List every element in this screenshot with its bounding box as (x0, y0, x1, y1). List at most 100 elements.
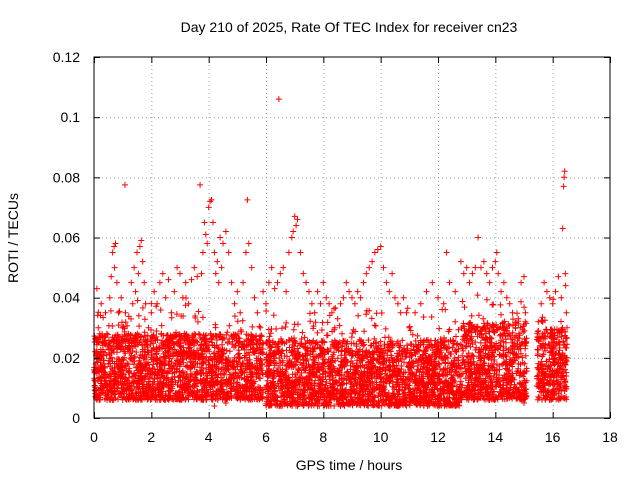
data-point (112, 395, 119, 401)
data-point (484, 320, 491, 327)
data-point (249, 323, 256, 330)
data-point (133, 349, 140, 356)
data-point (117, 346, 124, 353)
data-point (332, 305, 339, 311)
data-point (148, 354, 155, 361)
data-point (242, 352, 248, 359)
data-point (233, 390, 240, 397)
data-point (339, 330, 345, 337)
data-point (243, 331, 250, 338)
data-point (128, 354, 135, 361)
data-point (160, 341, 167, 348)
data-point (190, 358, 197, 365)
data-point (168, 378, 175, 385)
data-point (156, 344, 163, 351)
data-point (157, 355, 164, 361)
data-point (307, 318, 314, 325)
data-point (124, 345, 131, 352)
data-point (263, 308, 270, 314)
data-point (111, 370, 118, 377)
data-point (404, 342, 410, 349)
data-point (224, 329, 231, 336)
data-point (199, 366, 206, 372)
data-point (106, 372, 113, 379)
data-point (202, 379, 209, 386)
data-point (225, 366, 232, 373)
data-point (371, 322, 378, 329)
data-point (206, 368, 213, 375)
data-point (159, 368, 166, 375)
data-point (102, 381, 109, 388)
data-point (382, 325, 389, 332)
data-point (101, 377, 108, 384)
data-point (273, 325, 280, 332)
data-point (237, 385, 244, 392)
data-point (192, 313, 199, 319)
data-point (192, 360, 199, 367)
data-point (256, 375, 262, 381)
data-point (490, 301, 497, 308)
data-point (295, 321, 301, 328)
data-point (148, 347, 155, 354)
data-point (104, 395, 111, 402)
data-point (160, 350, 167, 357)
data-point (378, 310, 385, 316)
data-point (128, 315, 134, 322)
data-point (145, 378, 152, 385)
data-point (156, 389, 163, 396)
data-point (183, 363, 190, 370)
data-point (141, 332, 148, 339)
data-point (498, 311, 504, 318)
data-point (163, 370, 170, 377)
data-point (200, 345, 207, 352)
data-point (173, 311, 180, 318)
data-point (229, 358, 236, 365)
data-point (204, 391, 211, 398)
data-point (130, 361, 137, 368)
data-point (131, 383, 137, 390)
data-point (211, 363, 218, 370)
data-point (256, 396, 263, 403)
data-point (131, 338, 138, 345)
data-point (207, 378, 214, 385)
data-point (224, 359, 231, 366)
data-point (468, 312, 475, 319)
data-point (459, 298, 466, 305)
data-point (520, 329, 527, 336)
data-point (109, 365, 116, 372)
data-point (235, 334, 242, 341)
data-point (115, 322, 122, 329)
data-point (245, 349, 252, 356)
data-point (475, 312, 482, 319)
data-point (121, 328, 128, 335)
data-point (474, 292, 481, 299)
data-point (194, 339, 201, 346)
data-point (195, 330, 202, 337)
data-point (129, 373, 135, 380)
data-point (119, 396, 126, 403)
data-point (218, 351, 224, 358)
data-point (186, 338, 193, 344)
data-point (254, 345, 261, 351)
data-point (184, 362, 191, 369)
data-point (119, 382, 126, 388)
data-point (105, 322, 112, 329)
data-point (144, 337, 151, 344)
data-point (122, 362, 129, 369)
data-point (222, 368, 229, 374)
data-point (139, 381, 146, 388)
data-point (282, 324, 289, 330)
data-point (234, 318, 241, 325)
data-point (106, 339, 113, 346)
data-point (249, 370, 256, 377)
data-point (237, 363, 244, 370)
data-point (174, 365, 181, 372)
data-point (260, 346, 266, 352)
data-point (404, 305, 411, 312)
data-point (165, 382, 172, 389)
data-point (198, 361, 205, 367)
data-point (244, 385, 251, 392)
data-point (125, 346, 132, 353)
data-point (134, 334, 140, 341)
data-point (223, 395, 230, 402)
